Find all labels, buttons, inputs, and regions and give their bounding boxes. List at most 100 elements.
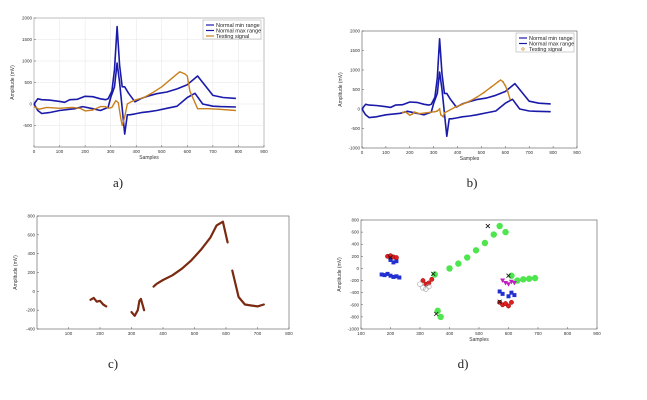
legend-box bbox=[515, 32, 575, 53]
y-tick-label: 0 bbox=[29, 102, 32, 107]
cluster-point-square bbox=[397, 275, 402, 280]
testing-signal-point bbox=[497, 80, 500, 83]
signal-segment bbox=[130, 297, 146, 317]
legend-entry: Normal max range bbox=[216, 28, 261, 34]
series-line-max bbox=[361, 37, 551, 110]
y-axis-title: Amplitude (mV) bbox=[10, 65, 16, 100]
cluster-point-triangle bbox=[511, 280, 517, 286]
testing-signal-point bbox=[468, 100, 471, 103]
cluster-point-square bbox=[512, 293, 517, 298]
cluster-point-star bbox=[431, 271, 438, 278]
cluster-point-star bbox=[434, 307, 441, 315]
x-tick-label: 200 bbox=[81, 149, 89, 154]
testing-signal-point bbox=[490, 86, 492, 89]
cluster-point-circle bbox=[393, 255, 399, 260]
x-tick-label: 800 bbox=[564, 331, 572, 336]
series-line-min bbox=[33, 62, 236, 135]
testing-signal-point bbox=[406, 112, 409, 115]
cluster-point-circle bbox=[509, 299, 514, 305]
testing-signal-point bbox=[408, 114, 411, 117]
cluster-point-square bbox=[394, 274, 399, 279]
cluster-point-circle bbox=[420, 278, 426, 283]
x-axis-title: Samples bbox=[469, 337, 489, 343]
plot-area bbox=[360, 219, 598, 330]
testing-signal-point bbox=[504, 84, 507, 87]
panel-a-label: a) bbox=[113, 175, 123, 190]
signal-segment bbox=[231, 269, 265, 308]
testing-signal-point bbox=[509, 98, 512, 101]
legend-entry: Testing signal bbox=[529, 47, 562, 53]
x-axis-title: Samples bbox=[460, 156, 480, 162]
cluster-point-square bbox=[385, 271, 390, 276]
testing-signal-point bbox=[506, 90, 509, 93]
legend-box bbox=[202, 19, 262, 40]
y-tick-label: -400 bbox=[350, 290, 360, 295]
y-tick-label: -200 bbox=[350, 278, 360, 283]
centroid-marker bbox=[433, 311, 439, 317]
cluster-point-square bbox=[509, 290, 514, 295]
panel-d: 100 200 300 400 500 600 700 800 900 -1000 -800 -600… bbox=[337, 218, 601, 344]
y-tick-label: 0 bbox=[32, 289, 35, 294]
testing-signal-point bbox=[461, 103, 464, 106]
cluster-point-star bbox=[502, 228, 509, 236]
series-line-max bbox=[33, 25, 236, 105]
cluster-point-square bbox=[382, 273, 387, 278]
centroid-marker bbox=[497, 299, 502, 305]
x-tick-label: 800 bbox=[235, 149, 243, 154]
x-tick-label: 500 bbox=[478, 150, 486, 155]
x-tick-label: 600 bbox=[505, 331, 513, 336]
x-tick-label: 300 bbox=[128, 331, 136, 336]
y-tick-label: 800 bbox=[351, 218, 359, 223]
x-tick-label: 500 bbox=[475, 331, 483, 336]
x-tick-label: 0 bbox=[33, 149, 36, 154]
cluster-point-circle bbox=[429, 276, 435, 282]
y-tick-label: 1000 bbox=[350, 68, 361, 73]
y-tick-label: 200 bbox=[27, 270, 35, 275]
testing-signal-point bbox=[413, 111, 416, 114]
y-tick-label: -800 bbox=[350, 314, 360, 319]
cluster-point-square bbox=[506, 294, 511, 299]
x-tick-label: 200 bbox=[406, 150, 414, 155]
panel-b-label: b) bbox=[467, 175, 478, 190]
x-tick-label: 400 bbox=[454, 150, 462, 155]
cluster-point-open bbox=[426, 283, 432, 290]
cluster-point-triangle bbox=[506, 282, 511, 287]
x-tick-label: 300 bbox=[416, 331, 424, 336]
x-tick-label: 600 bbox=[502, 150, 510, 155]
testing-signal-point bbox=[418, 112, 421, 115]
y-tick-label: 0 bbox=[357, 107, 360, 112]
y-tick-label: 1500 bbox=[350, 48, 361, 53]
cluster-point-star bbox=[490, 231, 497, 238]
centroid-marker bbox=[430, 271, 436, 277]
x-tick-label: 600 bbox=[184, 149, 192, 154]
x-tick-label: 900 bbox=[260, 149, 268, 154]
y-axis-title: Amplitude (mV) bbox=[338, 72, 344, 107]
x-axis-title: Samples bbox=[139, 155, 159, 161]
y-tick-label: 2000 bbox=[22, 16, 33, 21]
testing-signal-point bbox=[442, 115, 445, 118]
y-tick-label: 600 bbox=[27, 232, 35, 237]
cluster-point-star bbox=[472, 247, 480, 254]
x-tick-label: 500 bbox=[191, 331, 199, 336]
panel-b: 0 100 200 300 400 500 600 700 800 900 -1000 -500 0 50… bbox=[338, 29, 581, 163]
cluster-point-star bbox=[520, 276, 527, 283]
testing-signal-point bbox=[433, 110, 436, 113]
testing-signal-point bbox=[416, 112, 418, 114]
panel-c: 100 200 300 400 500 600 700 800 -400 -200 0 200 400 6… bbox=[13, 214, 293, 337]
y-tick-label: 800 bbox=[27, 214, 35, 219]
cluster-point-circle bbox=[426, 280, 432, 286]
cluster-point-star bbox=[481, 239, 489, 247]
x-tick-label: 600 bbox=[222, 331, 230, 336]
legend-marker bbox=[521, 47, 525, 51]
y-tick-label: 600 bbox=[351, 230, 359, 235]
testing-signal-point bbox=[411, 113, 414, 115]
x-tick-label: 300 bbox=[430, 150, 438, 155]
cluster-point-star bbox=[525, 275, 533, 282]
y-tick-label: 400 bbox=[27, 251, 35, 256]
x-tick-label: 700 bbox=[525, 150, 533, 155]
centroid-marker bbox=[485, 223, 491, 229]
cluster-point-square bbox=[388, 257, 393, 262]
x-tick-label: 700 bbox=[254, 331, 262, 336]
cluster-point-square bbox=[497, 289, 502, 294]
plot-area bbox=[36, 215, 290, 330]
